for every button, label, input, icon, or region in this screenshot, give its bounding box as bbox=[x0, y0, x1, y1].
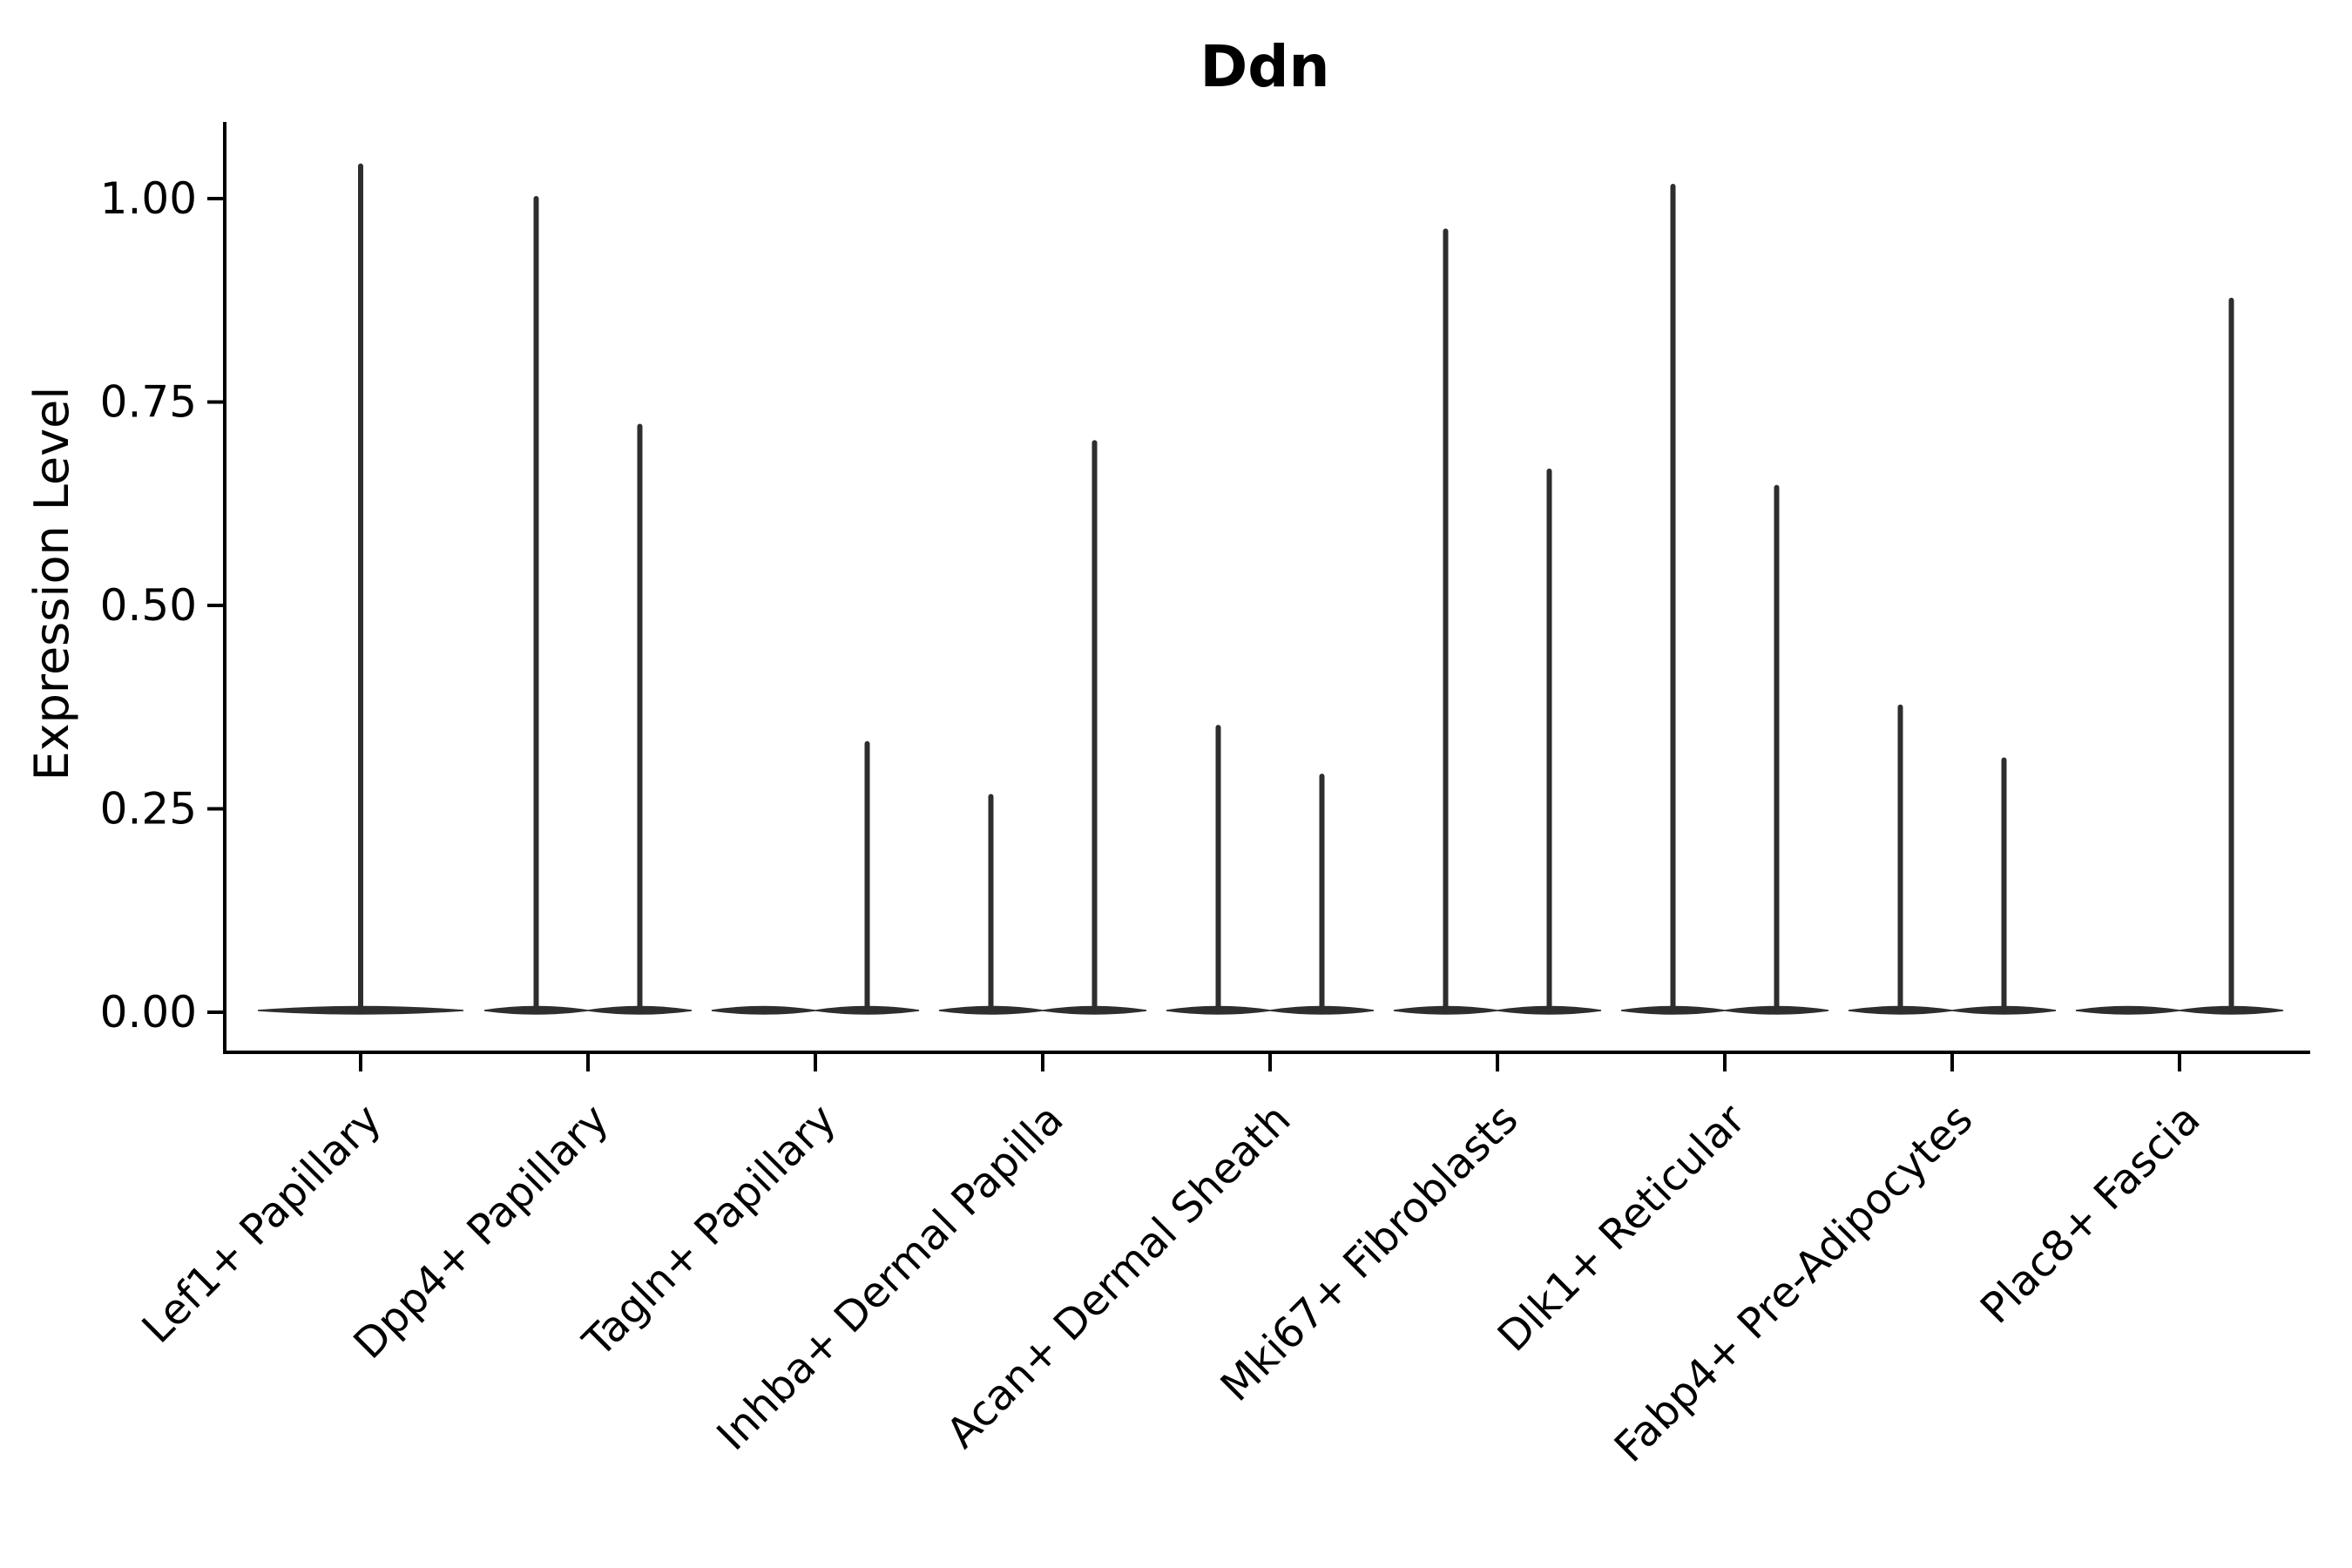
violin-14 bbox=[1951, 757, 2057, 1015]
violins-layer bbox=[257, 163, 2284, 1015]
x-tick-label-8: Plac8+ Fascia bbox=[1971, 1095, 2210, 1334]
y-tick-label-0: 0.00 bbox=[100, 987, 197, 1037]
x-tick-label-6: Dlk1+ Reticular bbox=[1489, 1095, 1755, 1362]
y-tick-label-1: 0.25 bbox=[100, 784, 197, 835]
violin-base bbox=[2075, 1005, 2180, 1015]
violin-15 bbox=[2075, 1005, 2180, 1015]
y-axis-title: Expression Level bbox=[24, 387, 79, 781]
y-tick-label-3: 0.75 bbox=[100, 377, 197, 428]
violin-base bbox=[587, 1005, 693, 1015]
chart-title: Ddn bbox=[1200, 33, 1329, 100]
violin-base bbox=[257, 1005, 464, 1015]
violin-base bbox=[814, 1005, 920, 1015]
x-tick-label-2: Tagln+ Papillary bbox=[573, 1095, 845, 1367]
x-tick-label-7: Fabp4+ Pre-Adipocytes bbox=[1605, 1095, 1983, 1472]
y-tick-label-4: 1.00 bbox=[100, 173, 197, 224]
violin-8 bbox=[1269, 774, 1375, 1015]
violin-3 bbox=[711, 1005, 816, 1015]
violin-base bbox=[1393, 1005, 1498, 1015]
violin-16 bbox=[2179, 297, 2284, 1015]
violin-13 bbox=[1848, 704, 1953, 1015]
violin-base bbox=[1269, 1005, 1375, 1015]
violin-5 bbox=[938, 794, 1044, 1015]
y-tick-label-2: 0.50 bbox=[100, 580, 197, 631]
violin-base bbox=[1166, 1005, 1271, 1015]
violin-1 bbox=[483, 196, 589, 1015]
violin-11 bbox=[1620, 183, 1726, 1015]
violin-10 bbox=[1497, 468, 1602, 1015]
violin-base bbox=[1497, 1005, 1602, 1015]
violin-2 bbox=[587, 423, 693, 1015]
x-tick-label-1: Dpp4+ Papillary bbox=[344, 1095, 618, 1369]
axes: 0.00 0.25 0.50 0.75 1.00 Lef1+ PapillaryDpp4+… bbox=[100, 122, 2310, 1472]
violin-12 bbox=[1724, 484, 1829, 1015]
violin-base bbox=[711, 1005, 816, 1015]
violin-base bbox=[1724, 1005, 1829, 1015]
violin-base bbox=[1042, 1005, 1147, 1015]
x-tick-label-0: Lef1+ Papillary bbox=[133, 1095, 391, 1353]
violin-6 bbox=[1042, 440, 1147, 1015]
violin-base bbox=[483, 1005, 589, 1015]
violin-base bbox=[1620, 1005, 1726, 1015]
violin-4 bbox=[814, 740, 920, 1015]
axis-spines bbox=[223, 122, 2310, 1054]
violin-9 bbox=[1393, 228, 1498, 1015]
violin-base bbox=[1951, 1005, 2057, 1015]
violin-base bbox=[938, 1005, 1044, 1015]
violin-base bbox=[2179, 1005, 2284, 1015]
violin-base bbox=[1848, 1005, 1953, 1015]
violin-7 bbox=[1166, 725, 1271, 1015]
violin-0 bbox=[257, 163, 464, 1015]
